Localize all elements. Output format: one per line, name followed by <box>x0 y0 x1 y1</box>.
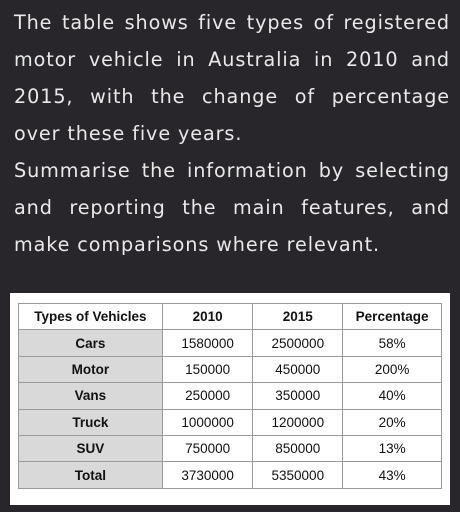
cell-2015: 1200000 <box>252 408 344 436</box>
cell-type: Motor <box>18 355 163 384</box>
cell-2015: 350000 <box>252 382 344 410</box>
header-2010: 2010 <box>161 302 254 331</box>
cell-type: Cars <box>18 329 163 357</box>
cell-2015: 850000 <box>252 434 344 463</box>
cell-type: SUV <box>18 434 163 463</box>
prompt-paragraph-1: The table shows five types of registered… <box>14 11 450 145</box>
cell-2010: 250000 <box>161 382 254 410</box>
cell-type: Truck <box>18 408 163 436</box>
table-row-total: Total 3730000 5350000 43% <box>18 461 442 489</box>
table-row: Truck 1000000 1200000 20% <box>18 408 442 436</box>
cell-2010: 1000000 <box>161 408 254 436</box>
cell-percentage: 40% <box>342 382 442 410</box>
cell-percentage: 20% <box>342 408 442 436</box>
table-row: Motor 150000 450000 200% <box>18 355 442 384</box>
cell-2015: 2500000 <box>252 329 344 357</box>
cell-2010: 750000 <box>161 434 254 463</box>
table-row: Cars 1580000 2500000 58% <box>18 329 442 357</box>
cell-2015: 450000 <box>252 355 344 384</box>
cell-percentage: 58% <box>342 329 442 357</box>
vehicle-table-card: Types of Vehicles 2010 2015 Percentage C… <box>10 293 450 505</box>
cell-percentage: 43% <box>342 461 442 489</box>
table-row: SUV 750000 850000 13% <box>18 434 442 463</box>
prompt-paragraph-2: Summarise the information by selecting a… <box>14 159 450 256</box>
cell-type: Total <box>18 461 163 489</box>
cell-type: Vans <box>18 382 163 410</box>
table-row: Vans 250000 350000 40% <box>18 382 442 410</box>
cell-percentage: 13% <box>342 434 442 463</box>
cell-2010: 3730000 <box>161 461 254 489</box>
header-percentage: Percentage <box>342 302 442 331</box>
header-2015: 2015 <box>252 302 344 331</box>
cell-2010: 1580000 <box>161 329 254 357</box>
vehicle-table: Types of Vehicles 2010 2015 Percentage C… <box>18 302 442 489</box>
cell-2010: 150000 <box>161 355 254 384</box>
table-header-row: Types of Vehicles 2010 2015 Percentage <box>18 302 442 331</box>
cell-2015: 5350000 <box>252 461 344 489</box>
task-prompt: The table shows five types of registered… <box>14 4 450 263</box>
header-types-of-vehicles: Types of Vehicles <box>18 302 163 331</box>
cell-percentage: 200% <box>342 355 442 384</box>
